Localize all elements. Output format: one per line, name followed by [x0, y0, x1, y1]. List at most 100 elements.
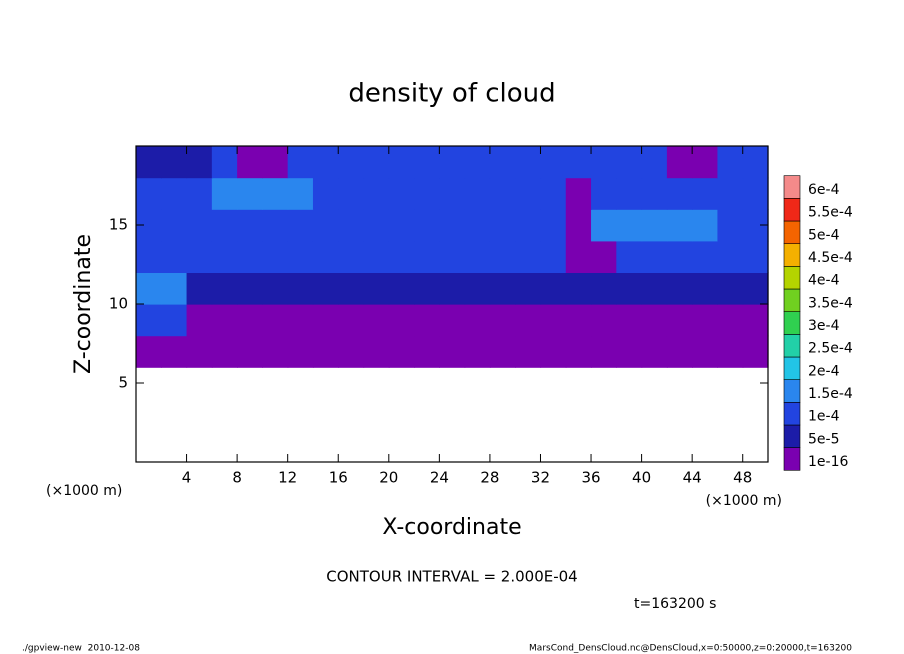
contour-cell	[414, 272, 440, 305]
contour-cell	[439, 240, 466, 273]
contour-cell	[717, 146, 744, 179]
contour-cell	[591, 304, 617, 337]
contour-cell	[414, 177, 440, 210]
contour-cell	[161, 335, 188, 368]
contour-cell	[666, 209, 693, 242]
contour-cell	[565, 177, 592, 210]
contour-cell	[312, 272, 339, 305]
colorbar-box	[783, 334, 801, 358]
contour-cell	[641, 272, 668, 305]
contour-cell	[338, 240, 365, 273]
contour-cell	[262, 272, 289, 305]
contour-cell	[464, 272, 491, 305]
contour-cell	[363, 146, 390, 179]
contour-cell	[742, 304, 769, 337]
contour-cell	[717, 240, 744, 273]
contour-cell	[414, 146, 440, 179]
contour-cell	[312, 177, 339, 210]
contour-cell	[515, 335, 542, 368]
contour-cell	[464, 240, 491, 273]
contour-cell	[692, 209, 719, 242]
colorbar-label: 4.5e-4	[808, 250, 853, 266]
contour-cell	[136, 240, 162, 273]
contour-cell	[414, 335, 440, 368]
contour-cell	[666, 335, 693, 368]
contour-cell	[388, 272, 415, 305]
contour-cell	[136, 272, 162, 305]
contour-cell	[414, 209, 440, 242]
contour-cell	[489, 240, 516, 273]
contour-cell	[464, 335, 491, 368]
contour-cell	[136, 146, 162, 179]
contour-cell	[287, 209, 314, 242]
colorbar-box	[783, 266, 801, 290]
contour-cell	[338, 304, 365, 337]
contour-cell	[591, 146, 617, 179]
contour-cell	[540, 209, 567, 242]
contour-cell	[287, 146, 314, 179]
contour-cell	[262, 146, 289, 179]
contour-cell	[464, 304, 491, 337]
contour-cell	[692, 177, 719, 210]
colorbar-box	[783, 288, 801, 312]
contour-cell	[641, 304, 668, 337]
contour-cell	[742, 240, 769, 273]
contour-cell	[338, 146, 365, 179]
contour-cell	[237, 209, 263, 242]
contour-cell	[565, 240, 592, 273]
contour-cell	[338, 272, 365, 305]
y-tick-label: 15	[109, 216, 128, 234]
x-tick-label: 12	[278, 469, 297, 487]
contour-cell	[641, 146, 668, 179]
x-tick-label: 32	[531, 469, 550, 487]
colorbar-box	[783, 447, 801, 471]
contour-cell	[692, 146, 719, 179]
x-axis-label: X-coordinate	[382, 515, 521, 540]
contour-cell	[414, 304, 440, 337]
contour-cell	[237, 146, 263, 179]
contour-cell	[742, 272, 769, 305]
contour-cell	[262, 177, 289, 210]
contour-cell	[591, 272, 617, 305]
contour-cell	[692, 335, 719, 368]
contour-cell	[388, 240, 415, 273]
contour-cell	[363, 335, 390, 368]
contour-cell	[211, 335, 238, 368]
contour-cell	[161, 146, 188, 179]
y-axis-label: Z-coordinate	[71, 234, 96, 374]
contour-cell	[489, 272, 516, 305]
contour-cell	[439, 209, 466, 242]
colorbar-box	[783, 402, 801, 426]
colorbar-label: 2e-4	[808, 363, 840, 379]
contour-cell	[211, 272, 238, 305]
footer-right: MarsCond_DensCloud.nc@DensCloud,x=0:5000…	[529, 644, 852, 654]
contour-cell	[136, 304, 162, 337]
contour-cell	[237, 335, 263, 368]
contour-cell	[515, 272, 542, 305]
contour-cell	[338, 177, 365, 210]
contour-cell	[262, 304, 289, 337]
contour-cell	[363, 240, 390, 273]
colorbar-box	[783, 198, 801, 222]
colorbar-label: 5.5e-4	[808, 205, 853, 221]
contour-cell	[211, 304, 238, 337]
contour-cell	[161, 209, 188, 242]
contour-cell	[565, 272, 592, 305]
contour-cell	[515, 209, 542, 242]
contour-cell	[515, 304, 542, 337]
contour-cell	[616, 240, 643, 273]
contour-cell	[666, 272, 693, 305]
colorbar-label: 5e-5	[808, 431, 839, 447]
colorbar-label: 1e-16	[808, 454, 848, 470]
x-unit: (×1000 m)	[706, 493, 782, 509]
contour-cell	[161, 177, 188, 210]
contour-cell	[363, 209, 390, 242]
colorbar-box	[783, 356, 801, 380]
contour-cell	[742, 146, 769, 179]
contour-cell	[186, 146, 213, 179]
footer-left: ./gpview-new 2010-12-08	[22, 644, 140, 654]
colorbar-label: 1.5e-4	[808, 386, 853, 402]
contour-cell	[237, 240, 263, 273]
contour-cell	[287, 335, 314, 368]
contour-cell	[616, 209, 643, 242]
